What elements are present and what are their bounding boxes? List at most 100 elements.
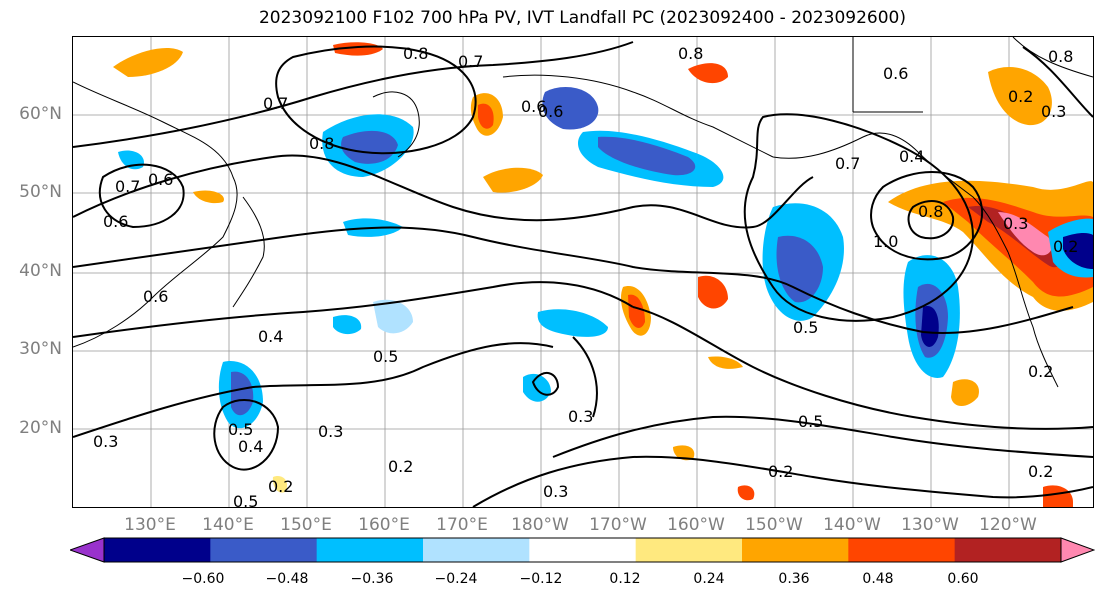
- clabel: 0.5: [373, 347, 398, 366]
- clabel: 0.3: [1003, 214, 1028, 233]
- positive-anomaly-9: [673, 445, 695, 461]
- lon-label: 170°W: [589, 515, 647, 535]
- map-canvas: 0.8 0.7 0.8 0.6 0.7 0.8 0.6 0.7 0.6 0.6 …: [73, 37, 1093, 507]
- positive-anomaly-3-core: [478, 103, 494, 129]
- negative-anomaly-2: [537, 309, 608, 337]
- contour-labels: 0.8 0.7 0.8 0.6 0.7 0.8 0.6 0.7 0.6 0.6 …: [93, 44, 1078, 507]
- negative-anomaly-5: [333, 315, 362, 335]
- lon-label: 160°W: [667, 515, 725, 535]
- colorbar-segments: [70, 537, 1095, 563]
- pv-contours: [73, 41, 1093, 507]
- positive-anomaly-5-core: [628, 294, 645, 329]
- colorbar-segment: [635, 538, 743, 562]
- colorbar-segment: [316, 538, 424, 562]
- clabel: 0.6: [883, 64, 908, 83]
- positive-anomaly-1: [113, 47, 183, 77]
- clabel: 0.4: [899, 147, 924, 166]
- clabel: 0.6: [148, 170, 173, 189]
- colorbar-tick: −0.48: [265, 571, 309, 587]
- lon-label: 160°E: [358, 515, 410, 535]
- map-title: 2023092100 F102 700 hPa PV, IVT Landfall…: [258, 8, 906, 28]
- clabel: 0.2: [1008, 87, 1033, 106]
- lon-label: 120°W: [979, 515, 1037, 535]
- lon-label: 180°W: [511, 515, 569, 535]
- clabel: 0.2: [1028, 462, 1053, 481]
- colorbar: [70, 537, 1095, 563]
- negative-anomaly-okhotsk-core: [341, 130, 398, 164]
- lon-label: 130°W: [901, 515, 959, 535]
- clabel: 0.6: [538, 102, 563, 121]
- colorbar-segment: [954, 538, 1062, 562]
- negative-anomaly-6: [373, 299, 413, 334]
- lat-label-50n: 50°N: [19, 182, 62, 202]
- negative-anomaly-east-core: [1063, 232, 1093, 269]
- colorbar-frame: [103, 537, 1062, 563]
- colorbar-extend-low: [70, 537, 105, 563]
- clabel: 0.5: [793, 318, 818, 337]
- clabel: 0.4: [258, 327, 283, 346]
- pv-shading: [113, 42, 1093, 507]
- clabel: 0.3: [568, 407, 593, 426]
- clabel: 0.8: [678, 44, 703, 63]
- clabel: 0.8: [1048, 47, 1073, 66]
- colorbar-tick: 0.36: [778, 571, 810, 587]
- clabel: 0.4: [238, 437, 263, 456]
- clabel: 0.5: [798, 412, 823, 431]
- clabel: 0.2: [768, 462, 793, 481]
- clabel: 0.3: [1041, 102, 1066, 121]
- clabel: 0.2: [268, 477, 293, 496]
- map-frame: 0.8 0.7 0.8 0.6 0.7 0.8 0.6 0.7 0.6 0.6 …: [72, 36, 1094, 508]
- clabel: 0.8: [403, 44, 428, 63]
- clabel: 0.3: [318, 422, 343, 441]
- positive-anomaly-4: [483, 167, 543, 193]
- clabel: 0.8: [918, 202, 943, 221]
- colorbar-segment: [104, 538, 211, 562]
- colorbar-tick: −0.12: [519, 571, 563, 587]
- clabel: 0.6: [143, 287, 168, 306]
- lon-label: 170°E: [436, 515, 488, 535]
- negative-anomaly-aleutian-core: [598, 136, 696, 176]
- clabel: 0.2: [388, 457, 413, 476]
- positive-anomaly-13: [708, 356, 743, 369]
- clabel: 0.3: [543, 482, 568, 501]
- positive-anomaly-11: [1043, 485, 1073, 507]
- lat-label-30n: 30°N: [19, 339, 62, 359]
- colorbar-segment: [210, 538, 318, 562]
- lat-label-60n: 60°N: [19, 104, 62, 124]
- lon-label: 140°E: [202, 515, 254, 535]
- positive-anomaly-ne: [988, 67, 1052, 126]
- colorbar-tick: −0.36: [350, 571, 394, 587]
- positive-anomaly-7: [951, 379, 979, 406]
- lon-label: 150°E: [280, 515, 332, 535]
- lon-label: 130°E: [124, 515, 176, 535]
- clabel: 0.7: [263, 94, 288, 113]
- colorbar-segment: [742, 538, 849, 562]
- colorbar-tick: 0.12: [609, 571, 641, 587]
- positive-anomaly-8: [193, 190, 224, 204]
- colorbar-tick: −0.24: [434, 571, 478, 587]
- clabel: 0.3: [93, 432, 118, 451]
- coastlines: [73, 37, 1093, 388]
- clabel: 0.7: [458, 52, 483, 71]
- lat-label-20n: 20°N: [19, 418, 62, 438]
- lon-label: 140°W: [823, 515, 881, 535]
- clabel: 0.5: [228, 420, 253, 439]
- positive-anomaly-10: [737, 485, 755, 501]
- positive-anomaly-6: [698, 275, 728, 309]
- clabel: 0.2: [1053, 237, 1078, 256]
- colorbar-segment: [423, 538, 530, 562]
- colorbar-segment: [848, 538, 956, 562]
- positive-anomaly-na-pink: [998, 212, 1053, 256]
- lon-label: 150°W: [745, 515, 803, 535]
- clabel: 0.8: [309, 134, 334, 153]
- colorbar-segment: [529, 538, 637, 562]
- clabel: 0.7: [115, 177, 140, 196]
- colorbar-tick: −0.60: [181, 571, 225, 587]
- colorbar-tick: 0.60: [947, 571, 979, 587]
- positive-anomaly-14: [272, 476, 288, 493]
- clabel: 0.5: [233, 492, 258, 507]
- colorbar-tick: 0.48: [862, 571, 894, 587]
- negative-anomaly-1-core: [231, 371, 254, 416]
- clabel: 0.6: [521, 97, 546, 116]
- colorbar-extend-high: [1060, 537, 1095, 563]
